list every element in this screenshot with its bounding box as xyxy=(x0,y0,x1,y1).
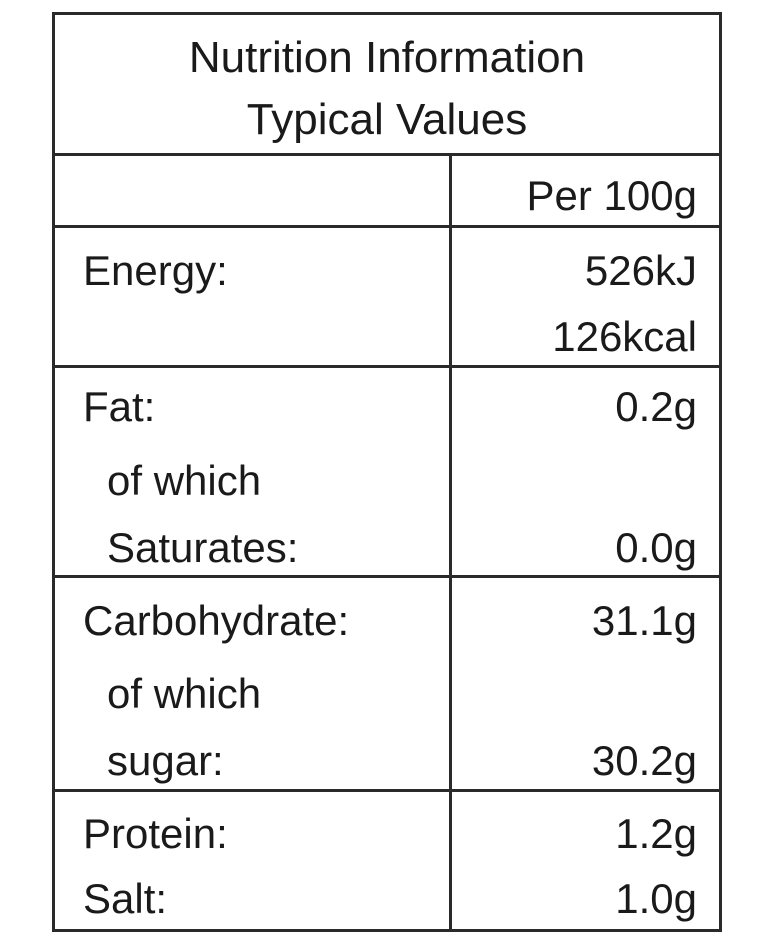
salt-value: 1.0g xyxy=(615,875,697,922)
column-divider xyxy=(449,155,452,929)
carbohydrate-of-which: of which xyxy=(107,670,262,717)
energy-kcal-value: 126kcal xyxy=(552,313,697,360)
saturates-value: 0.0g xyxy=(615,524,697,571)
per-100g-header: Per 100g xyxy=(526,172,697,219)
fat-of-which: of which xyxy=(107,457,262,504)
divider-header xyxy=(55,153,719,156)
carbohydrate-label: Carbohydrate: xyxy=(83,597,350,644)
title-line-1: Nutrition Information xyxy=(188,33,586,82)
sugar-label: sugar: xyxy=(107,737,224,784)
carbohydrate-value: 31.1g xyxy=(591,597,697,644)
protein-label: Protein: xyxy=(83,810,228,857)
fat-label: Fat: xyxy=(83,383,156,430)
energy-label: Energy: xyxy=(83,247,228,294)
divider-energy xyxy=(55,225,719,228)
divider-carbohydrate xyxy=(55,575,719,578)
divider-fat xyxy=(55,365,719,368)
energy-kj-value: 526kJ xyxy=(584,247,697,294)
saturates-label: Saturates: xyxy=(107,524,299,571)
salt-label: Salt: xyxy=(83,875,168,922)
fat-value: 0.2g xyxy=(615,383,697,430)
nutrition-label: Nutrition Information Typical Values Per… xyxy=(52,12,722,932)
protein-value: 1.2g xyxy=(615,810,697,857)
sugar-value: 30.2g xyxy=(591,737,697,784)
title-line-2: Typical Values xyxy=(246,95,528,144)
divider-protein xyxy=(55,789,719,792)
label-title: Nutrition Information Typical Values xyxy=(55,27,719,151)
